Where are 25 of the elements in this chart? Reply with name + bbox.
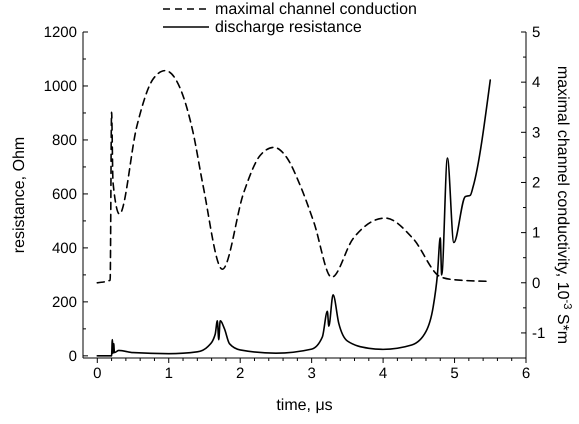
y-tick-label: 1200 <box>44 24 77 41</box>
y2-tick-label: 4 <box>532 74 540 92</box>
x-tick-label: 3 <box>307 365 316 382</box>
x-tick-label: 0 <box>93 365 102 382</box>
x-tick-label: 2 <box>236 365 244 382</box>
y-tick-label: 800 <box>52 132 77 149</box>
y-tick-label: 1000 <box>44 78 77 95</box>
y-tick-label: 400 <box>52 240 77 257</box>
y2-tick-label: 2 <box>532 174 540 192</box>
y2-tick-label: 0 <box>532 274 540 292</box>
x-axis-title: time, μs <box>276 397 333 414</box>
y-tick-label: 200 <box>52 294 77 311</box>
x-tick-label: 4 <box>378 365 388 382</box>
y2-tick-label: 5 <box>532 24 540 41</box>
x-tick-label: 1 <box>164 365 173 382</box>
y-tick-label: 0 <box>68 348 77 365</box>
y2-tick-label: -1 <box>532 324 546 342</box>
y2-tick-label: 3 <box>532 124 540 142</box>
x-tick-label: 5 <box>450 365 459 382</box>
x-tick-label: 6 <box>522 365 530 382</box>
y-tick-label: 600 <box>52 186 77 203</box>
legend-label: maximal channel conduction <box>215 1 417 18</box>
y2-tick-label: 1 <box>532 224 540 242</box>
legend-label: discharge resistance <box>215 19 362 36</box>
y-axis-title: resistance, Ohm <box>11 136 28 254</box>
